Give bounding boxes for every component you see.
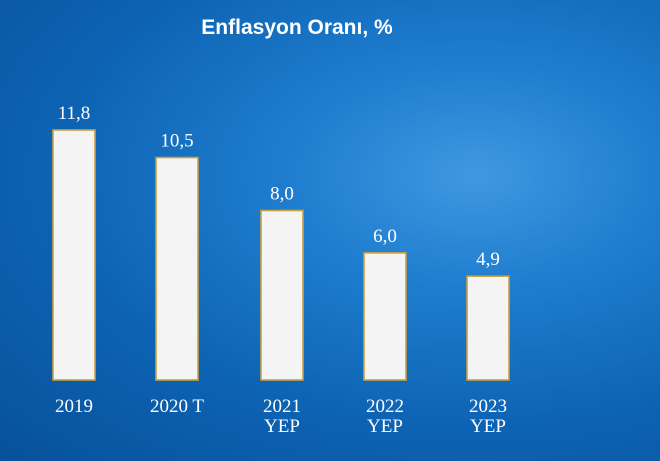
bar-0 [52, 129, 96, 381]
category-label-4-line2: YEP [470, 416, 506, 437]
value-label-3: 6,0 [373, 226, 397, 247]
category-label-0: 2019 [55, 396, 93, 417]
category-label-3-line2: YEP [367, 416, 403, 437]
value-label-4: 4,9 [476, 249, 500, 270]
bar-1 [155, 156, 199, 381]
bar-2 [260, 209, 304, 381]
chart-title: Enflasyon Oranı, % [201, 16, 393, 39]
category-label-2: 2021 [263, 396, 301, 417]
value-label-0: 11,8 [58, 103, 91, 124]
category-label-4: 2023 [469, 396, 507, 417]
value-label-1: 10,5 [160, 131, 193, 152]
value-label-2: 8,0 [270, 184, 294, 205]
category-label-1: 2020 T [150, 396, 204, 417]
bar-3 [363, 252, 407, 381]
category-label-2-line2: YEP [264, 416, 300, 437]
category-label-3: 2022 [366, 396, 404, 417]
bar-4 [466, 275, 510, 381]
